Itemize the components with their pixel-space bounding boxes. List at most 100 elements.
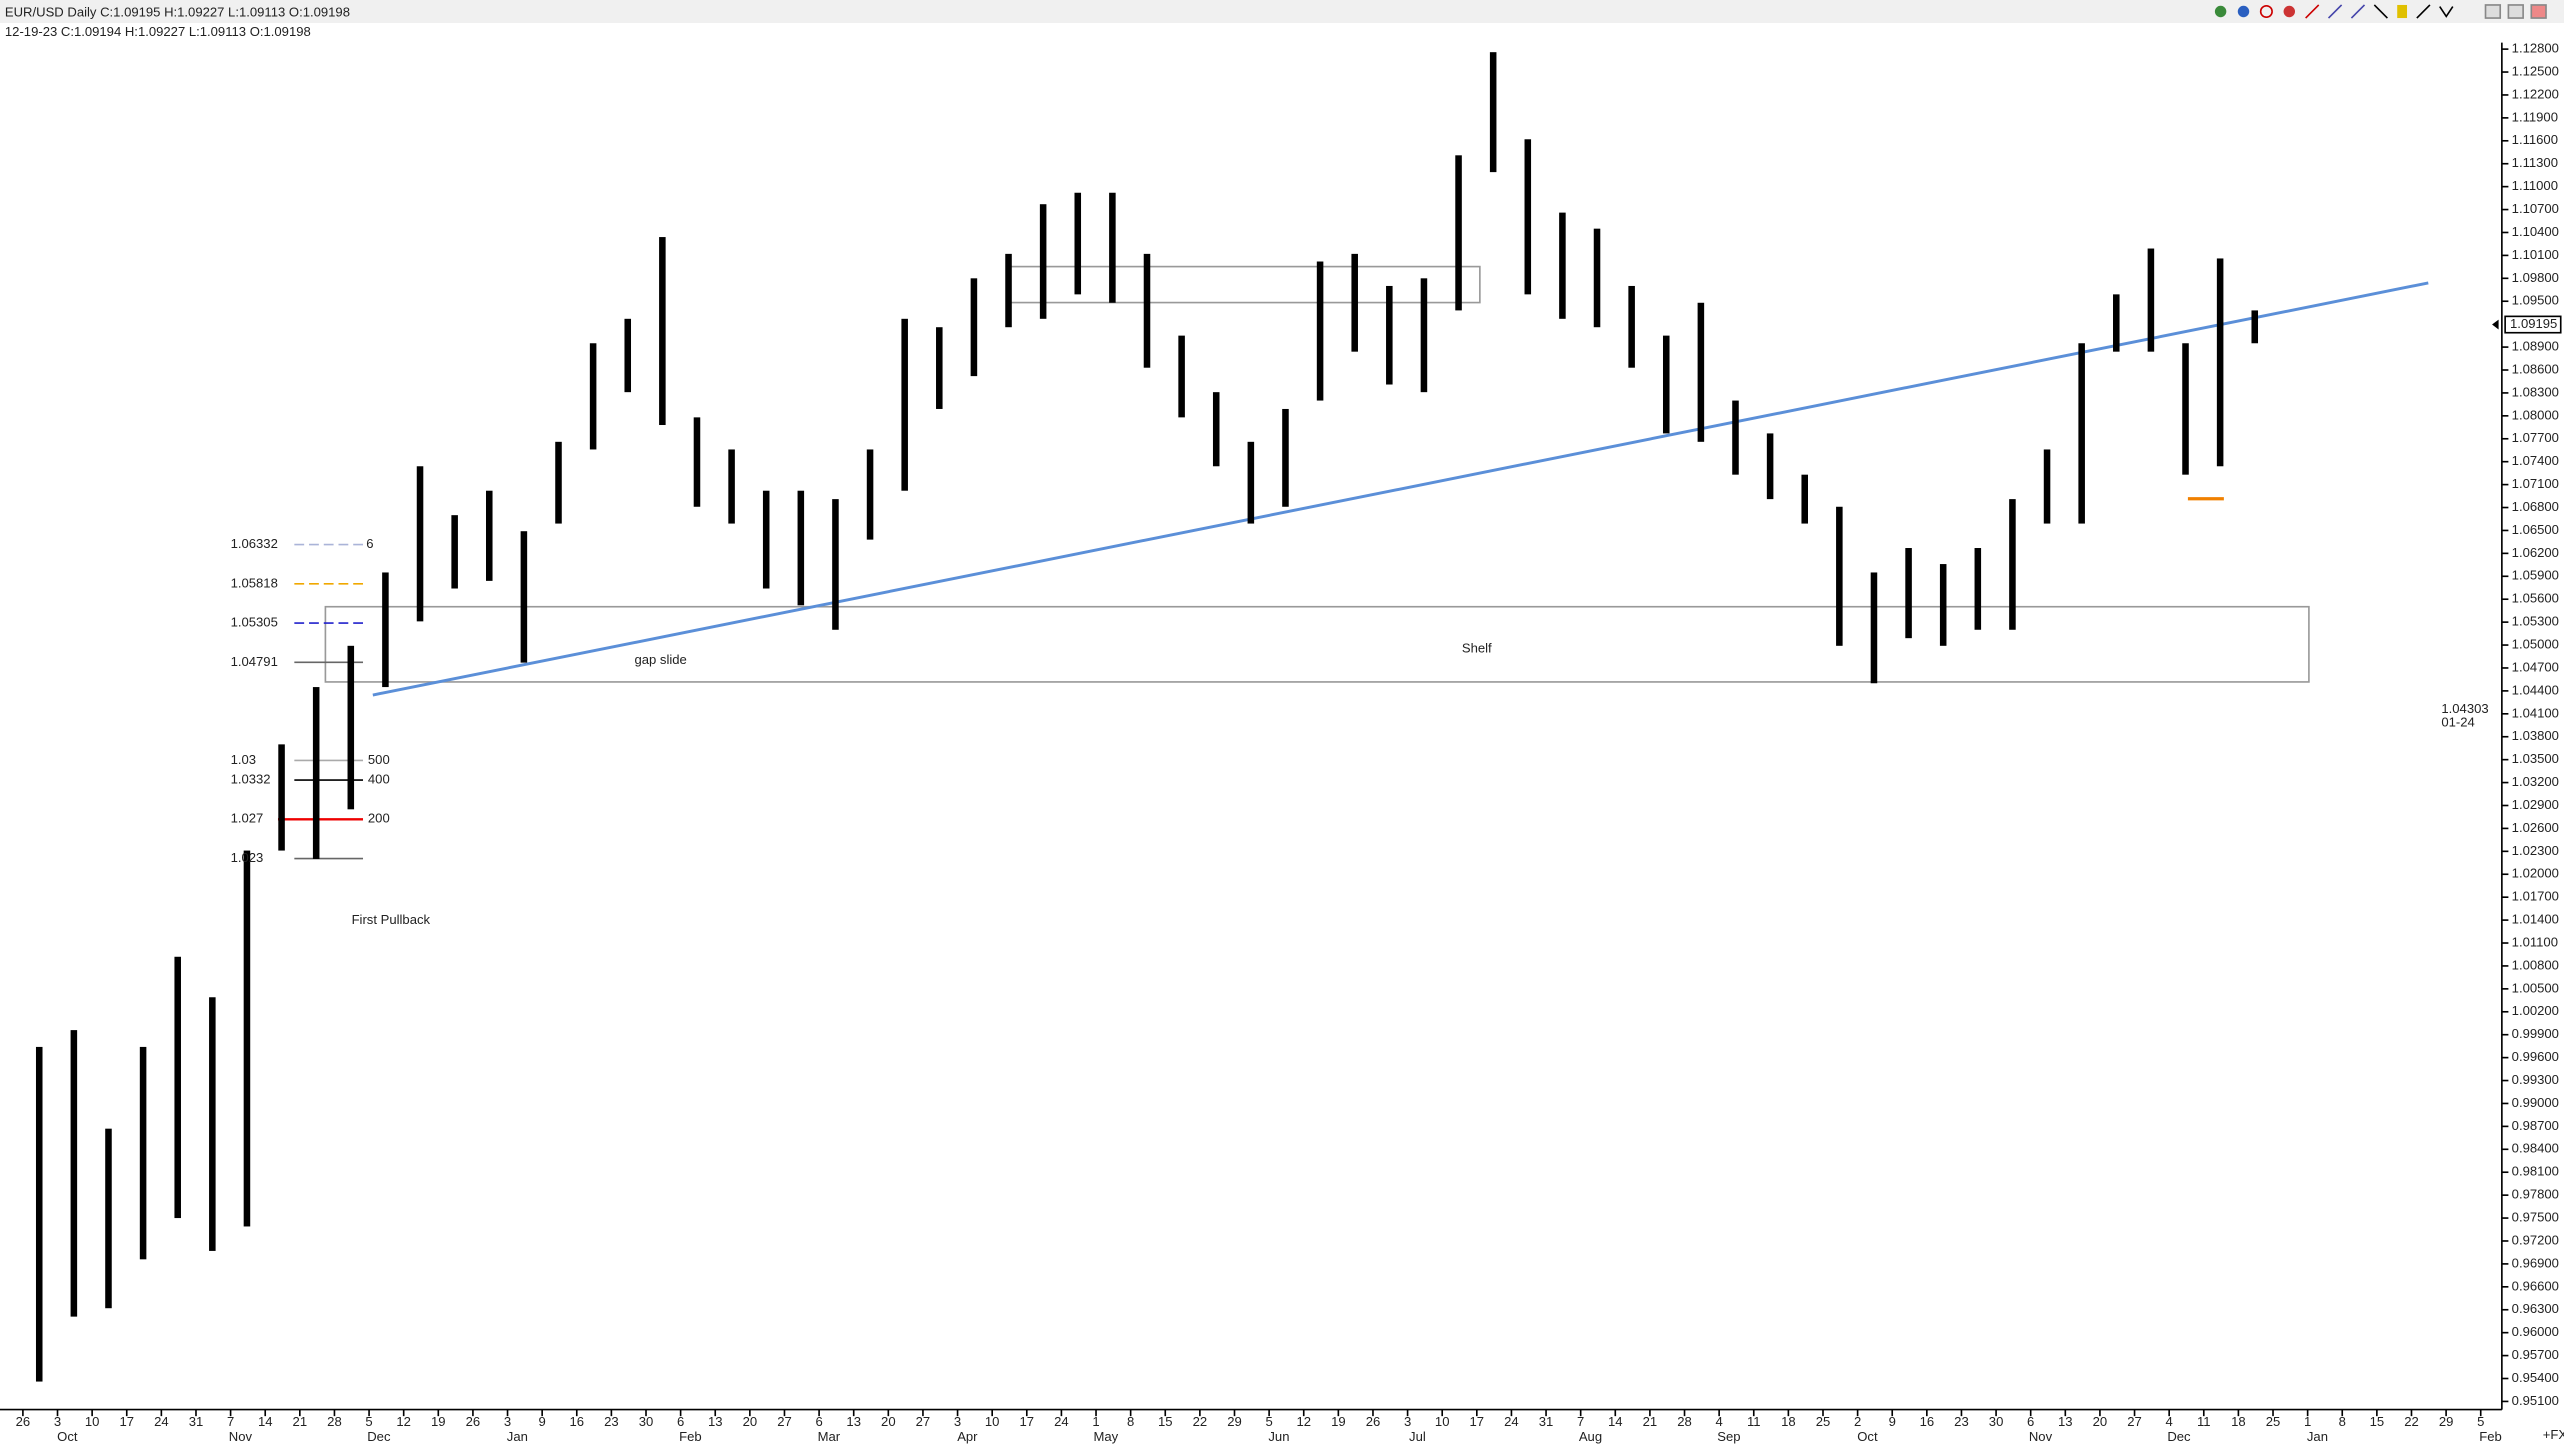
tool-icon[interactable]	[2350, 4, 2366, 19]
y-tick-label: 1.12800	[2512, 41, 2559, 56]
fib-label: 1.027	[231, 811, 264, 826]
price-bar	[659, 237, 666, 426]
x-tick-label: 9	[1889, 1414, 1896, 1429]
y-tick-label: 1.11300	[2512, 155, 2558, 170]
y-tick-label: 1.02000	[2512, 866, 2559, 881]
tool-icon[interactable]	[2397, 4, 2408, 19]
y-tick-label: 1.02300	[2512, 843, 2559, 858]
y-tick-label: 1.10700	[2512, 201, 2559, 216]
y-tick-label: 1.08300	[2512, 384, 2559, 399]
chart-subtitle: 12-19-23 C:1.09194 H:1.09227 L:1.09113 O…	[5, 24, 311, 39]
x-tick-label: 10	[985, 1414, 1000, 1429]
price-bar	[2251, 310, 2259, 344]
price-bar	[2078, 343, 2085, 524]
toolbar[interactable]	[2214, 4, 2547, 19]
x-tick-label: 25	[1816, 1414, 1831, 1429]
y-tick-label: 1.05300	[2512, 614, 2559, 629]
price-bar	[693, 417, 701, 507]
price-bar	[1351, 253, 1358, 352]
tool-icon[interactable]	[2283, 5, 2296, 18]
fib-label: 1.05818	[231, 575, 278, 590]
last-price-label: 1.09195	[2510, 316, 2557, 331]
price-bar	[970, 278, 978, 377]
y-tick-label: 1.07100	[2512, 476, 2559, 491]
side-note: 01-24	[2441, 714, 2474, 729]
x-tick-label: 5	[1265, 1414, 1272, 1429]
annotation: First Pullback	[352, 912, 431, 927]
price-bar	[832, 499, 839, 630]
price-bar	[1282, 408, 1289, 507]
price-bar	[382, 572, 389, 688]
y-tick-label: 1.03200	[2512, 774, 2559, 789]
price-bar	[589, 343, 597, 450]
y-tick-label: 1.08900	[2512, 339, 2559, 354]
month-label: Oct	[57, 1429, 78, 1444]
y-tick-label: 0.99600	[2512, 1049, 2559, 1064]
x-tick-label: 4	[1715, 1414, 1722, 1429]
tool-icon[interactable]	[2259, 4, 2273, 19]
x-tick-label: 30	[1989, 1414, 2004, 1429]
price-bar	[1697, 302, 1705, 442]
y-tick-label: 1.01100	[2512, 934, 2558, 949]
y-tick-label: 1.11900	[2512, 109, 2558, 124]
window-button[interactable]	[2507, 4, 2524, 19]
y-tick-label: 1.00500	[2512, 980, 2559, 995]
tool-icon[interactable]	[2327, 4, 2343, 19]
y-tick-label: 1.00800	[2512, 957, 2559, 972]
x-tick-label: 15	[2370, 1414, 2385, 1429]
x-tick-label: 20	[2093, 1414, 2108, 1429]
fib-label: 500	[368, 752, 390, 767]
window-button[interactable]	[2484, 4, 2502, 19]
month-label: Nov	[229, 1429, 253, 1444]
x-tick-label: 31	[189, 1414, 204, 1429]
tool-icon[interactable]	[2373, 4, 2388, 19]
x-tick-label: 30	[639, 1414, 654, 1429]
window-button[interactable]	[2530, 4, 2547, 19]
price-bar	[1005, 253, 1012, 328]
x-tick-label: 6	[2027, 1414, 2034, 1429]
x-tick-label: 10	[1435, 1414, 1450, 1429]
price-bar	[624, 318, 632, 393]
tool-icon[interactable]	[2214, 5, 2227, 18]
price-bar	[797, 490, 805, 606]
price-bar	[278, 744, 285, 851]
x-tick-label: 4	[2166, 1414, 2173, 1429]
x-tick-label: 12	[1296, 1414, 1311, 1429]
y-tick-label: 0.99900	[2512, 1026, 2559, 1041]
x-tick-label: 3	[504, 1414, 511, 1429]
x-tick-label: 20	[743, 1414, 758, 1429]
corner-label: +FX	[2543, 1427, 2564, 1442]
tool-icon[interactable]	[2439, 6, 2454, 18]
x-tick-label: 3	[954, 1414, 961, 1429]
price-bar	[416, 466, 424, 622]
month-label: Sep	[1717, 1429, 1740, 1444]
month-label: Jan	[2307, 1429, 2328, 1444]
x-tick-label: 25	[2266, 1414, 2281, 1429]
price-bar	[2216, 258, 2224, 467]
y-tick-label: 1.12500	[2512, 63, 2559, 78]
tool-icon[interactable]	[2305, 4, 2320, 19]
y-tick-label: 1.06800	[2512, 499, 2559, 514]
price-bar	[1732, 400, 1739, 475]
x-tick-label: 17	[119, 1414, 134, 1429]
month-label: Mar	[818, 1429, 841, 1444]
y-tick-label: 1.10100	[2512, 247, 2559, 262]
price-bar	[1559, 212, 1566, 319]
price-bar	[1109, 192, 1116, 303]
x-tick-label: 6	[677, 1414, 684, 1429]
trend-line	[372, 281, 2429, 697]
price-bar	[70, 1030, 78, 1317]
price-bar	[2182, 343, 2189, 475]
price-bar	[1178, 335, 1185, 418]
price-bar	[1836, 506, 1843, 646]
y-tick-label: 0.96000	[2512, 1324, 2559, 1339]
y-tick-label: 1.05600	[2512, 591, 2559, 606]
fib-label: 1.06332	[231, 536, 278, 551]
month-label: Feb	[2479, 1429, 2502, 1444]
tool-icon[interactable]	[2237, 5, 2250, 18]
x-tick-label: 1	[2304, 1414, 2311, 1429]
tool-icon[interactable]	[2416, 4, 2431, 19]
y-tick-label: 0.98100	[2512, 1164, 2559, 1179]
price-bar	[1039, 204, 1047, 319]
